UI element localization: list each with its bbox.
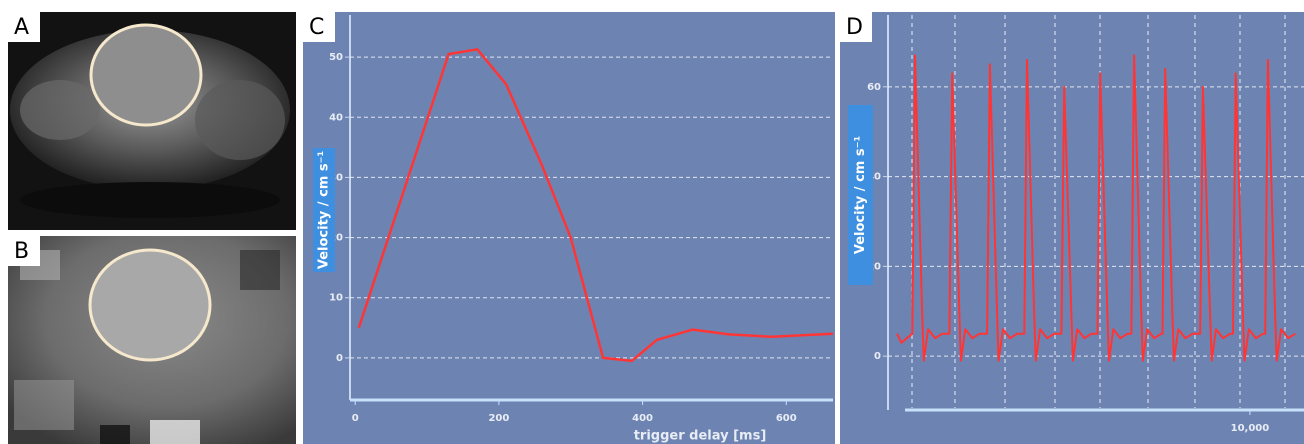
x-tick-label: 400 (632, 413, 653, 424)
figure: 010203040500200400600Velocity / cm s⁻¹tr… (0, 0, 1304, 444)
y-tick-label: 10 (329, 293, 343, 304)
y-tick-label: 0 (336, 353, 343, 364)
y-tick-label: 60 (867, 82, 881, 93)
panel-label: B (14, 239, 29, 264)
x-axis-label: trigger delay [ms] (634, 429, 767, 444)
x-tick-label: 600 (776, 413, 797, 424)
image-b (8, 236, 296, 444)
y-tick-label: 40 (329, 112, 343, 123)
y-tick-label: 0 (874, 351, 881, 362)
chart-c-background (303, 12, 835, 444)
y-tick-label: 50 (329, 52, 343, 63)
x-tick-label: 0 (352, 413, 359, 424)
panel-label: C (309, 15, 324, 40)
x-tick-label: 10,000 (1231, 423, 1270, 434)
image-a (8, 12, 296, 230)
panel-label: D (846, 15, 863, 40)
y-axis-label: Velocity / cm s⁻¹ (317, 151, 332, 269)
x-tick-label: 200 (488, 413, 509, 424)
panel-label: A (14, 15, 29, 40)
y-axis-label: Velocity / cm s⁻¹ (853, 136, 868, 254)
